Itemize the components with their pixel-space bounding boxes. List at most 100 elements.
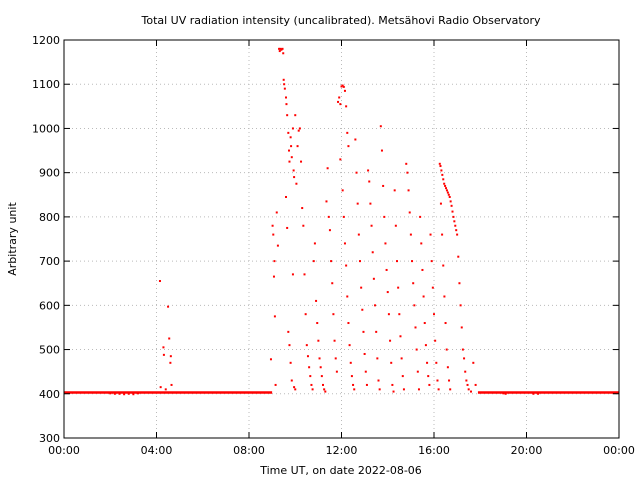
data-point — [283, 83, 286, 86]
data-point — [396, 260, 398, 263]
y-tick-label: 1200 — [32, 34, 60, 47]
data-point — [460, 326, 463, 329]
data-point — [452, 215, 455, 218]
data-point — [437, 388, 440, 391]
data-point — [369, 202, 372, 205]
data-point — [294, 114, 297, 117]
data-point — [430, 260, 433, 263]
data-point — [450, 204, 453, 207]
data-point — [442, 264, 445, 267]
data-point — [272, 275, 275, 278]
data-point — [537, 392, 540, 395]
data-point — [439, 165, 442, 168]
data-point — [439, 202, 442, 205]
data-point — [387, 313, 390, 316]
data-point — [440, 169, 443, 172]
data-point — [285, 103, 288, 106]
data-point — [448, 379, 451, 382]
data-point — [427, 375, 430, 378]
data-point — [316, 322, 319, 325]
data-point — [347, 145, 350, 148]
data-point — [287, 330, 290, 333]
data-point — [416, 370, 419, 373]
data-point — [464, 370, 467, 373]
data-point — [334, 357, 337, 360]
data-point — [444, 184, 447, 187]
data-point — [409, 233, 412, 236]
data-point — [376, 357, 379, 360]
data-point — [419, 215, 422, 218]
data-point — [315, 299, 318, 302]
data-point — [398, 313, 401, 316]
data-point — [348, 344, 351, 347]
data-point — [118, 392, 121, 395]
data-point — [333, 339, 336, 342]
data-point — [407, 189, 410, 192]
data-point — [453, 220, 456, 223]
data-point — [424, 344, 427, 347]
data-point — [420, 242, 423, 245]
data-point — [415, 348, 418, 351]
data-point — [167, 305, 170, 308]
data-point — [374, 304, 377, 307]
data-point — [312, 260, 315, 263]
data-point — [443, 182, 446, 185]
data-point — [459, 304, 462, 307]
data-point — [406, 171, 409, 174]
y-tick-label: 1100 — [32, 78, 60, 91]
data-point — [378, 388, 381, 391]
data-point — [433, 313, 435, 316]
data-point — [271, 224, 274, 227]
data-point — [309, 375, 312, 378]
x-tick-label: 12:00 — [326, 444, 358, 457]
data-point — [443, 295, 446, 298]
data-point — [287, 131, 290, 134]
data-point — [339, 103, 342, 106]
data-point — [431, 286, 434, 289]
data-point — [318, 357, 321, 360]
chart-title: Total UV radiation intensity (uncalibrat… — [141, 14, 541, 27]
y-tick-label: 900 — [39, 167, 60, 180]
data-point — [354, 138, 357, 141]
data-point — [466, 383, 469, 386]
data-point — [168, 337, 171, 340]
data-point — [291, 127, 294, 130]
data-point — [342, 215, 345, 218]
data-point — [391, 383, 394, 386]
data-point — [288, 160, 291, 163]
data-point — [346, 131, 349, 134]
data-point — [368, 180, 371, 183]
data-point — [341, 189, 344, 192]
data-point — [304, 313, 307, 316]
grid — [64, 40, 619, 438]
data-point — [434, 339, 437, 342]
data-point — [319, 366, 322, 369]
data-point — [290, 379, 293, 382]
data-point — [389, 339, 392, 342]
data-point — [429, 233, 432, 236]
data-point — [109, 392, 112, 395]
data-point — [386, 291, 389, 294]
data-point — [280, 48, 283, 51]
data-point — [456, 233, 459, 236]
x-tick-label: 16:00 — [418, 444, 450, 457]
data-point — [436, 379, 439, 382]
data-point — [127, 392, 130, 395]
data-point — [169, 355, 172, 358]
data-point — [347, 322, 350, 325]
data-point — [380, 149, 383, 152]
data-point — [350, 375, 353, 378]
data-point — [411, 260, 414, 263]
data-point — [273, 260, 276, 263]
data-point — [362, 330, 365, 333]
data-point — [137, 392, 139, 395]
data-point — [446, 366, 449, 369]
data-point — [361, 308, 364, 311]
data-point — [286, 114, 289, 117]
data-point — [372, 277, 375, 280]
data-point — [340, 85, 343, 88]
data-point — [405, 162, 408, 165]
y-tick-label: 300 — [39, 432, 60, 445]
data-point — [357, 233, 360, 236]
